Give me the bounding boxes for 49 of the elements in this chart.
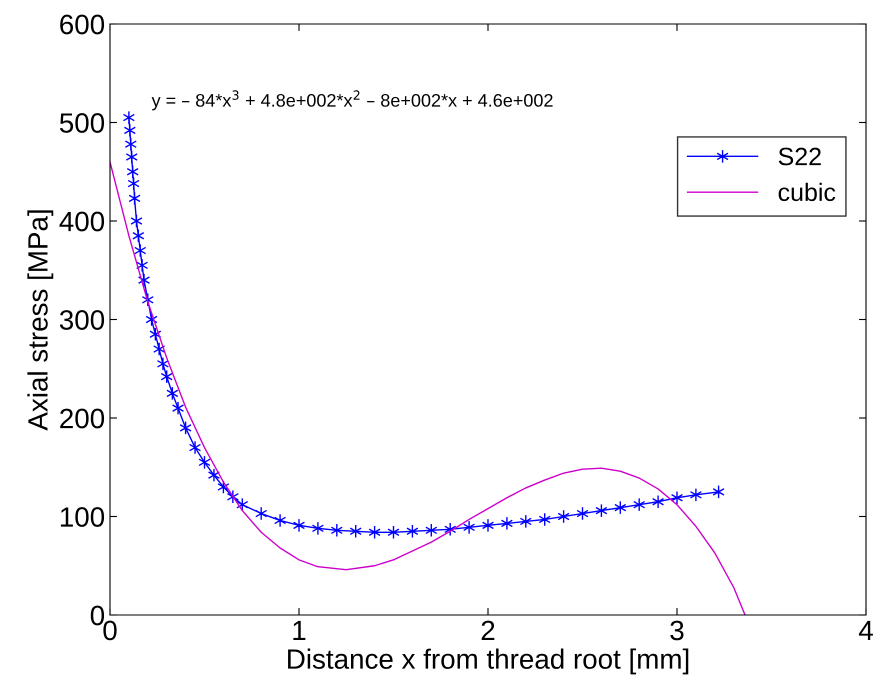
point [274,513,286,528]
line-series [110,161,746,615]
y-axis-title: Axial stress [MPa] [27,210,54,431]
point [425,523,438,538]
point [132,228,144,243]
x-tick-label: 4 [858,620,873,640]
point [330,523,343,538]
point [134,244,146,258]
annotation: y = – 84*x$^{3}$ + 4.8e+002*x$^{2}$ – 8e+002*x + 4.6e+002 [152,90,553,110]
x-tick-label: 3 [670,620,684,640]
point [312,521,324,536]
point [122,110,136,125]
point [126,150,138,164]
y-tick-label: 400 [59,212,104,232]
point [500,516,514,530]
y-tick-label: 200 [60,408,104,428]
y-tick-label: 0 [90,606,104,626]
point [124,137,137,152]
point [124,123,136,138]
y-tick-label: 300 [60,310,104,330]
legend-label: S22 [778,148,821,166]
legend-label: cubic [778,182,836,202]
point [160,370,173,384]
point [712,484,725,499]
point [255,506,268,520]
x-tick-label: 2 [482,620,494,640]
y-tick-label: 600 [60,14,104,34]
x-tick-label: 0 [103,620,117,640]
x-tick-label: 1 [293,620,306,640]
point [520,514,532,528]
point [557,510,570,524]
point [633,498,646,512]
point [595,504,608,518]
point [368,525,381,540]
point [652,494,664,509]
point [126,164,139,179]
point [462,520,476,534]
point [614,500,626,515]
point [350,524,362,538]
y-tick-label: 500 [60,113,104,133]
point [690,488,702,502]
point [166,386,178,400]
point [406,524,419,538]
x-axis-title: Distance x from thread root [mm] [288,648,688,674]
y-tick-label: 100 [60,507,104,527]
point [179,420,192,435]
point [128,176,140,191]
point [538,512,551,526]
point [128,191,141,206]
